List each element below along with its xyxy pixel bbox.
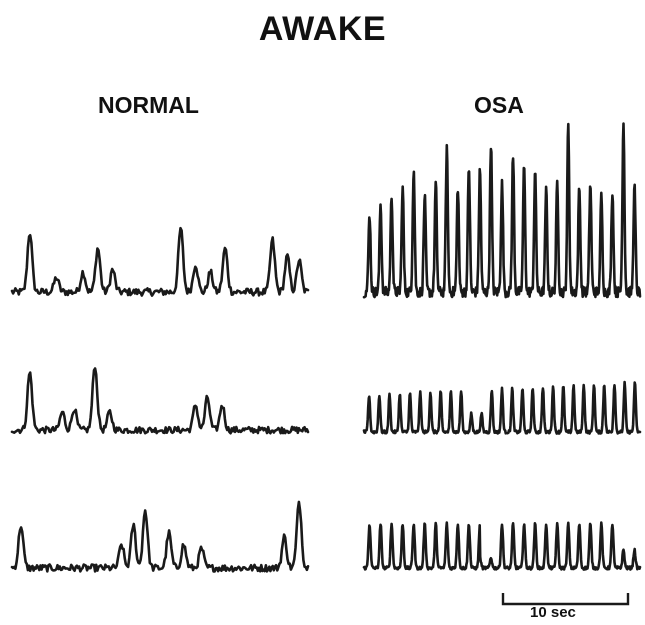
osa-trace-1: [362, 122, 642, 299]
normal-trace-2: [10, 367, 310, 435]
osa-trace-3: [362, 521, 642, 571]
time-scale-bar: [501, 593, 630, 606]
figure-title: AWAKE: [258, 10, 387, 48]
time-scale-label: 10 sec: [530, 604, 576, 621]
normal-trace-3: [10, 500, 310, 573]
column-header-osa: OSA: [474, 92, 524, 118]
osa-trace-2: [362, 380, 642, 435]
column-header-normal: NORMAL: [98, 92, 199, 118]
normal-trace-1: [10, 226, 310, 297]
